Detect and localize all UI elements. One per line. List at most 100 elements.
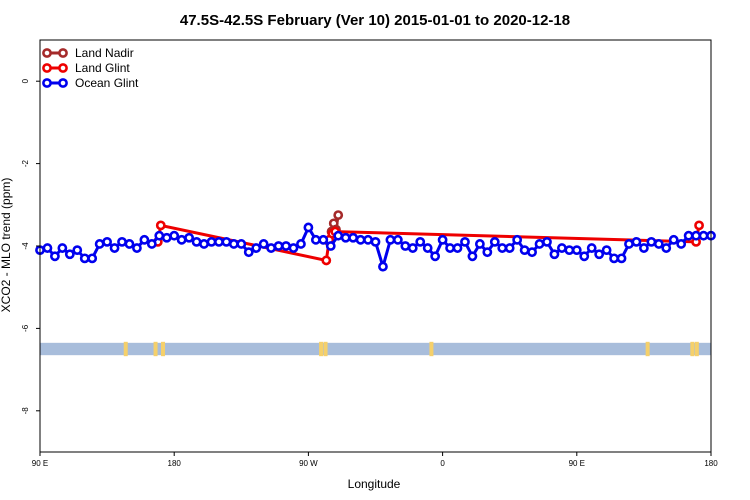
data-point (415, 236, 426, 247)
data-point (79, 253, 90, 264)
data-point (333, 230, 344, 241)
series-ocean-glint (35, 222, 716, 272)
data-point (273, 241, 284, 251)
data-point (321, 255, 332, 266)
data-point (155, 220, 166, 231)
legend-marker (42, 63, 52, 73)
data-point (251, 243, 262, 253)
data-point (72, 245, 83, 256)
y-tick-label: -8 (21, 407, 30, 415)
data-point (385, 234, 396, 245)
data-point (631, 236, 642, 247)
data-point (609, 253, 619, 264)
data-point (452, 243, 463, 253)
land-mark (323, 341, 328, 357)
data-point (534, 239, 545, 249)
legend-marker (58, 78, 68, 88)
data-point (117, 236, 127, 247)
data-point (497, 243, 508, 253)
data-point (400, 241, 411, 251)
legend-label: Ocean Glint (75, 76, 139, 90)
data-point (639, 243, 649, 253)
x-tick-label: 180 (704, 459, 718, 468)
data-point (527, 247, 537, 258)
legend-marker (58, 48, 68, 58)
data-point (50, 251, 60, 262)
data-point (161, 232, 172, 243)
data-point (355, 234, 366, 245)
data-point (184, 232, 195, 243)
data-point (102, 236, 112, 247)
data-point (94, 239, 105, 249)
data-point (519, 245, 530, 256)
land-mark (123, 341, 128, 357)
data-point (556, 243, 567, 253)
data-point (542, 236, 552, 247)
data-point (624, 239, 634, 249)
x-tick-label: 90 E (32, 459, 48, 468)
data-point (392, 234, 403, 245)
data-point (258, 239, 269, 249)
legend-marker (58, 63, 68, 73)
data-point (512, 234, 523, 245)
data-point (64, 249, 75, 260)
data-point (228, 239, 239, 249)
data-point (221, 236, 232, 247)
data-point (333, 210, 344, 220)
data-point (646, 236, 657, 247)
data-point (564, 245, 575, 256)
data-point (363, 234, 373, 245)
land-band (40, 342, 711, 356)
legend-marker (42, 48, 52, 58)
land-band-layer (40, 341, 711, 357)
y-tick-label: 0 (21, 78, 30, 83)
y-tick-label: -2 (21, 159, 30, 167)
data-point (616, 253, 627, 264)
data-point (437, 234, 448, 245)
data-point (579, 251, 590, 262)
data-point (586, 243, 597, 253)
data-point (146, 239, 157, 249)
data-point (549, 249, 560, 260)
data-point (668, 234, 679, 245)
legend-label: Land Nadir (75, 46, 134, 60)
data-point (318, 234, 329, 245)
data-point (132, 243, 142, 253)
x-tick-label: 180 (168, 459, 182, 468)
data-point (653, 239, 664, 249)
data-point (169, 230, 180, 241)
data-point (467, 251, 478, 262)
y-axis: 0 -2 -4 -6 -8 (21, 78, 40, 414)
data-point (303, 222, 314, 233)
land-mark (429, 341, 434, 357)
data-point (325, 241, 336, 251)
land-mark (161, 341, 166, 357)
data-point (310, 234, 321, 245)
data-point (683, 230, 694, 241)
data-point (243, 247, 254, 258)
data-point (154, 230, 165, 241)
x-axis-label: Longitude (348, 477, 401, 491)
data-point (474, 239, 485, 249)
data-point (109, 243, 120, 253)
land-mark (319, 341, 324, 357)
data-point (266, 243, 277, 253)
legend-label: Land Glint (75, 61, 130, 75)
data-point (698, 230, 709, 241)
data-point (422, 243, 433, 253)
data-point (191, 236, 202, 247)
data-point (571, 245, 582, 256)
data-point (124, 239, 135, 249)
y-axis-label: XCO2 - MLO trend (ppm) (0, 178, 13, 313)
data-point (694, 220, 704, 231)
data-point (176, 234, 187, 245)
data-point (594, 249, 605, 260)
data-point (281, 241, 291, 251)
x-tick-label: 90 W (299, 459, 318, 468)
data-point (206, 236, 217, 247)
data-point (139, 234, 150, 245)
land-mark (645, 341, 650, 357)
data-point (199, 239, 209, 249)
